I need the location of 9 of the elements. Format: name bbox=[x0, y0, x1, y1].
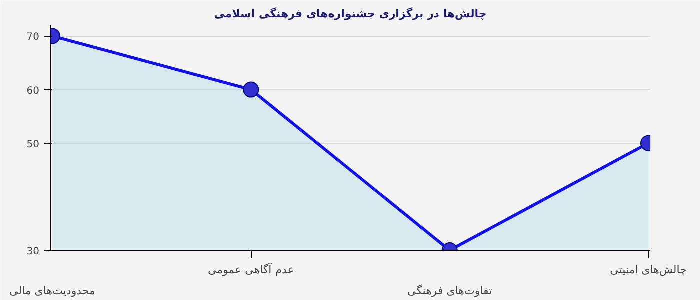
y-tick-label: 70 bbox=[26, 32, 40, 44]
x-tick-label: چالش‌های امنیتی bbox=[610, 264, 687, 276]
y-tick-label: 60 bbox=[26, 86, 40, 97]
x-tick-label: عدم آگاهی عمومی bbox=[208, 262, 294, 276]
chart-title: چالش‌ها در برگزاری جشنواره‌های فرهنگی اسلامی bbox=[214, 8, 487, 20]
y-tick-label: 30 bbox=[26, 246, 40, 258]
y-tick-label: 50 bbox=[26, 139, 40, 150]
x-tick-label: محدودیت‌های مالی bbox=[10, 284, 96, 298]
x-tick-label: تفاوت‌های فرهنگی bbox=[408, 284, 492, 298]
